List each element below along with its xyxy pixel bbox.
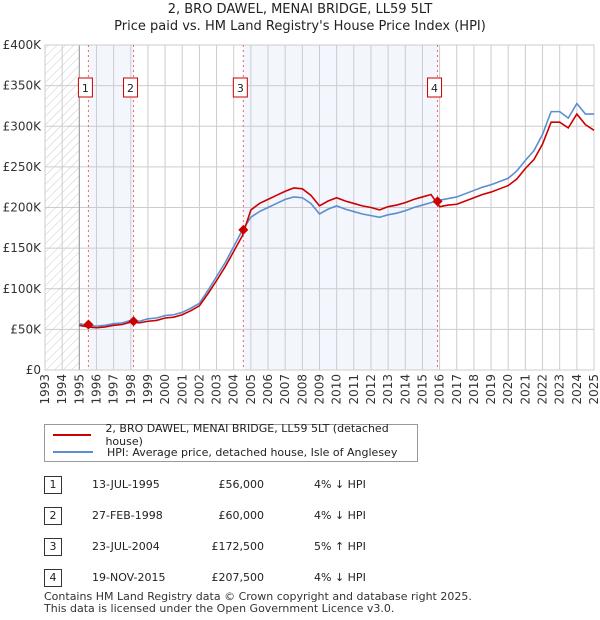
x-tick-label: 1998 [124,374,138,405]
y-tick-label: £250K [3,160,43,174]
y-tick-label: £300K [3,119,43,133]
sale-price: £56,000 [218,478,265,491]
sale-price: £60,000 [218,509,265,522]
chart-title: 2, BRO DAWEL, MENAI BRIDGE, LL59 5LT [167,2,433,17]
y-tick-label: £50K [10,322,42,336]
x-tick-label: 2003 [210,374,224,405]
x-tick-label: 2007 [278,374,292,405]
sale-date: 23-JUL-2004 [92,540,160,553]
legend-label: 2, BRO DAWEL, MENAI BRIDGE, LL59 5LT (de… [105,422,389,448]
x-tick-label: 2014 [398,374,412,405]
sale-row: 4 19-NOV-2015 £207,500 4% ↓ HPI [44,569,544,589]
sale-date: 27-FEB-1998 [92,509,163,522]
legend-item-hpi: HPI: Average price, detached house, Isle… [53,444,397,460]
sale-hpi-diff: 5% ↑ HPI [314,540,366,553]
sale-price: £172,500 [211,540,265,553]
sale-point [83,319,94,330]
sale-date: 19-NOV-2015 [92,571,166,584]
sale-price: £207,500 [211,571,265,584]
hpi-line [79,102,594,327]
x-tick-label: 2004 [227,374,241,405]
footer-line-1: Contains HM Land Registry data © Crown c… [44,590,472,603]
sale-date: 13-JUL-1995 [92,478,160,491]
sale-point [432,196,443,207]
price-paid-line [79,112,595,329]
sale-label: 1 [82,82,89,95]
sale-number: 4 [44,569,62,587]
x-tick-label: 2023 [553,374,567,405]
y-tick-label: £0 [26,363,41,377]
sale-row: 2 27-FEB-1998 £60,000 4% ↓ HPI [44,507,544,527]
x-tick-label: 2015 [415,374,429,405]
footer-line-2: This data is licensed under the Open Gov… [44,602,395,615]
sale-row: 3 23-JUL-2004 £172,500 5% ↑ HPI [44,538,544,558]
sale-label-box [427,77,443,98]
y-tick-label: £100K [3,282,43,296]
chart-subtitle: Price paid vs. HM Land Registry's House … [114,19,486,34]
legend-swatch-red [53,434,92,436]
x-tick-label: 2013 [381,374,395,405]
x-tick-label: 2020 [501,374,515,405]
x-tick-label: 2001 [175,374,189,405]
x-tick-label: 1993 [38,374,52,405]
sale-label-box [77,77,93,98]
x-tick-label: 2025 [587,374,600,405]
sale-point [238,224,249,235]
x-tick-label: 2005 [244,374,258,405]
sale-label-box [232,77,248,98]
sale-label-box [123,77,139,98]
x-tick-label: 2010 [330,374,344,405]
x-tick-label: 1994 [55,374,69,405]
x-tick-label: 2018 [467,374,481,405]
sale-row: 1 13-JUL-1995 £56,000 4% ↓ HPI [44,476,544,496]
sale-label: 2 [127,82,134,95]
price-chart: 1993 1994 1995 1996 1997 1998 1999 2000 2001 2002… [3,38,600,405]
x-tick-label: 1996 [89,374,103,405]
x-tick-label: 2011 [347,374,361,405]
sale-point [128,316,139,327]
y-tick-label: £350K [3,79,43,93]
x-tick-label: 2017 [450,374,464,405]
x-tick-label: 2000 [158,374,172,405]
sale-label: 3 [237,82,244,95]
sale-hpi-diff: 4% ↓ HPI [314,509,366,522]
x-tick-label: 2016 [433,374,447,405]
sale-number: 1 [44,476,62,494]
x-tick-label: 2002 [192,374,206,405]
plot-border [44,44,595,371]
y-tick-label: £400K [3,38,43,52]
sale-number: 3 [44,538,62,556]
sale-hpi-diff: 4% ↓ HPI [314,571,366,584]
legend-swatch-blue [53,451,93,453]
x-tick-label: 1997 [107,374,121,405]
x-tick-label: 2012 [364,374,378,405]
x-tick-label: 2006 [261,374,275,405]
x-tick-label: 2022 [536,374,550,405]
legend-label: HPI: Average price, detached house, Isle… [107,445,398,459]
x-tick-label: 1999 [141,374,155,405]
x-tick-label: 2009 [313,374,327,405]
x-tick-label: 2019 [484,374,498,405]
y-tick-label: £200K [3,201,43,215]
x-tick-label: 2024 [570,374,584,405]
legend: 2, BRO DAWEL, MENAI BRIDGE, LL59 5LT (de… [44,422,418,462]
y-tick-label: £150K [3,241,43,255]
x-tick-label: 2021 [518,374,532,405]
legend-item-property: 2, BRO DAWEL, MENAI BRIDGE, LL59 5LT (de… [53,422,417,448]
sale-hpi-diff: 4% ↓ HPI [314,478,366,491]
sale-number: 2 [44,507,62,525]
x-tick-label: 2008 [295,374,309,405]
sale-label: 4 [431,82,438,95]
x-tick-label: 1995 [72,374,86,405]
